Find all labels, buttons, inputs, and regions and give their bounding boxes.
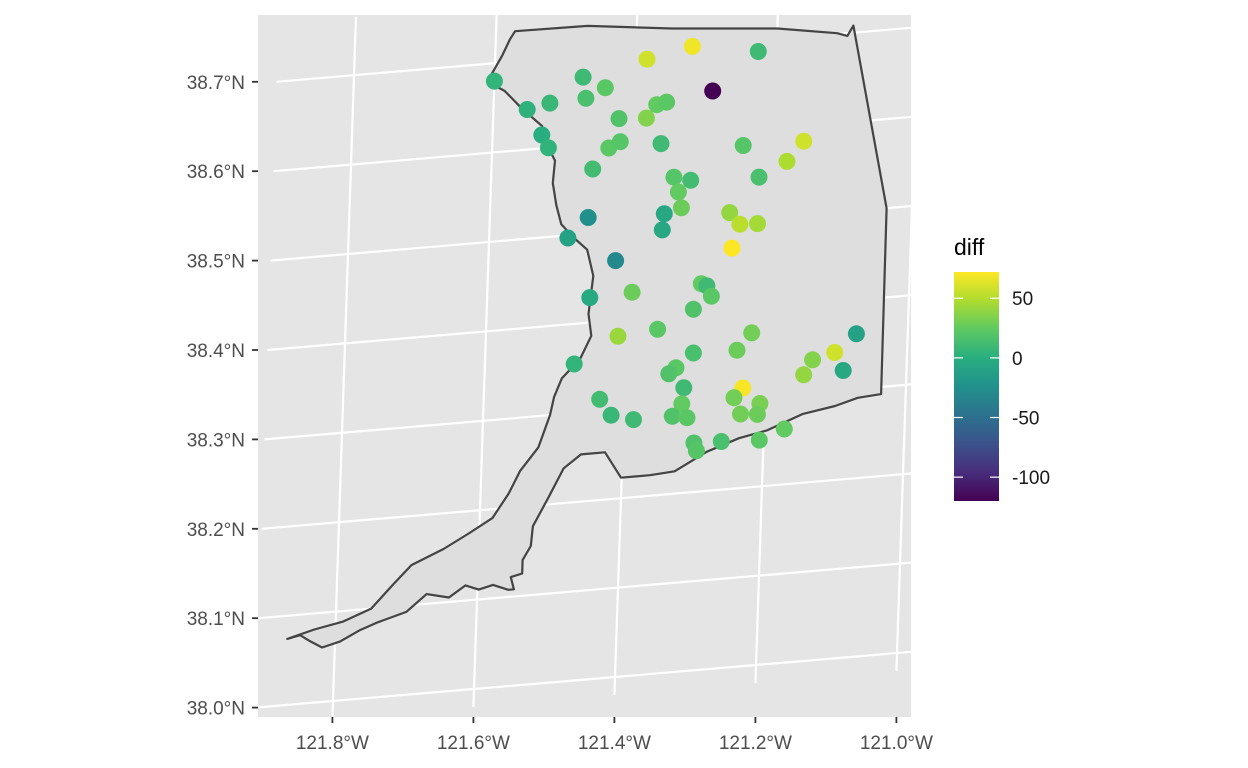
x-axis: 121.8°W 121.6°W 121.4°W 121.2°W 121.0°W bbox=[296, 717, 933, 754]
data-point bbox=[602, 406, 620, 424]
data-point bbox=[663, 407, 681, 425]
data-point bbox=[675, 379, 693, 397]
data-point bbox=[749, 43, 767, 60]
data-point bbox=[581, 289, 599, 307]
data-point bbox=[723, 239, 741, 257]
data-point bbox=[653, 221, 671, 239]
data-point bbox=[672, 199, 690, 217]
gridline-major-lon bbox=[895, 203, 911, 671]
y-tick-label: 38.7°N bbox=[187, 73, 245, 94]
y-tick-label: 38.3°N bbox=[187, 430, 245, 451]
gridline-major-lon bbox=[331, 17, 358, 717]
gridline-major-lat bbox=[258, 561, 911, 620]
data-point bbox=[623, 283, 641, 301]
data-point bbox=[748, 405, 766, 423]
x-tick-label: 121.2°W bbox=[719, 733, 792, 754]
gridline-major-lat bbox=[258, 650, 911, 709]
data-point bbox=[732, 405, 749, 423]
data-point bbox=[518, 101, 536, 118]
data-point bbox=[655, 205, 673, 223]
data-point bbox=[638, 50, 656, 68]
data-point bbox=[750, 431, 768, 449]
data-point bbox=[775, 420, 793, 438]
data-point bbox=[712, 433, 730, 450]
y-tick-label: 38.0°N bbox=[187, 699, 245, 720]
data-point bbox=[660, 365, 678, 383]
data-point bbox=[658, 93, 676, 111]
data-point bbox=[485, 72, 503, 90]
data-point bbox=[725, 389, 743, 407]
data-point bbox=[743, 324, 761, 342]
x-tick-label: 121.4°W bbox=[578, 733, 651, 754]
y-tick-label: 38.2°N bbox=[187, 520, 245, 541]
data-point bbox=[734, 137, 752, 154]
data-point bbox=[649, 320, 667, 338]
data-point bbox=[684, 300, 702, 318]
legend-label: -100 bbox=[1012, 468, 1050, 489]
legend: diff 50 0 -50 -100 bbox=[954, 234, 1050, 501]
data-point bbox=[673, 395, 691, 413]
data-point bbox=[539, 139, 557, 157]
data-point bbox=[652, 135, 670, 153]
data-point bbox=[609, 327, 627, 345]
data-point bbox=[574, 68, 592, 86]
data-point bbox=[678, 409, 696, 427]
data-point bbox=[577, 89, 595, 107]
legend-label: 0 bbox=[1012, 349, 1023, 370]
data-point bbox=[728, 341, 746, 359]
x-tick-label: 121.6°W bbox=[437, 733, 510, 754]
data-point bbox=[834, 362, 852, 379]
data-point bbox=[541, 94, 559, 112]
data-point bbox=[749, 215, 766, 233]
data-point bbox=[669, 183, 687, 201]
data-point bbox=[533, 126, 551, 144]
data-point bbox=[704, 82, 722, 100]
legend-title: diff bbox=[954, 234, 985, 260]
data-point bbox=[826, 344, 844, 361]
gridline-major-lat bbox=[261, 472, 911, 530]
data-point bbox=[684, 344, 702, 362]
data-point bbox=[637, 109, 655, 127]
y-tick-label: 38.1°N bbox=[187, 609, 245, 630]
legend-ticks: 50 0 -50 -100 bbox=[954, 289, 1050, 489]
data-points bbox=[485, 37, 865, 460]
data-point bbox=[611, 133, 629, 151]
data-point bbox=[625, 411, 642, 429]
data-point bbox=[702, 287, 720, 305]
y-tick-label: 38.4°N bbox=[187, 341, 245, 362]
data-point bbox=[731, 215, 749, 233]
y-tick-label: 38.6°N bbox=[187, 162, 245, 183]
data-point bbox=[559, 229, 577, 247]
data-point bbox=[591, 390, 609, 408]
legend-colorbar bbox=[954, 272, 999, 501]
data-point bbox=[687, 442, 705, 460]
x-tick-label: 121.8°W bbox=[296, 733, 369, 754]
county-boundary bbox=[286, 24, 888, 649]
data-point bbox=[795, 366, 813, 384]
legend-label: 50 bbox=[1012, 289, 1033, 310]
y-axis: 38.7°N 38.6°N 38.5°N 38.4°N 38.3°N 38.2°N 38.1… bbox=[187, 73, 258, 720]
data-point bbox=[682, 171, 700, 189]
data-point bbox=[750, 168, 768, 186]
data-point bbox=[579, 209, 597, 226]
data-point bbox=[610, 110, 628, 128]
data-point bbox=[804, 351, 822, 369]
data-point bbox=[778, 152, 796, 170]
data-point bbox=[584, 160, 602, 178]
data-point bbox=[596, 79, 614, 97]
data-point bbox=[665, 168, 683, 186]
legend-label: -50 bbox=[1012, 409, 1039, 430]
data-point bbox=[847, 325, 865, 343]
y-tick-label: 38.5°N bbox=[187, 252, 245, 273]
data-point bbox=[683, 37, 701, 55]
data-point bbox=[795, 132, 813, 150]
data-point bbox=[607, 252, 625, 270]
x-tick-label: 121.0°W bbox=[860, 733, 933, 754]
data-point bbox=[721, 204, 739, 222]
data-point bbox=[565, 355, 583, 373]
